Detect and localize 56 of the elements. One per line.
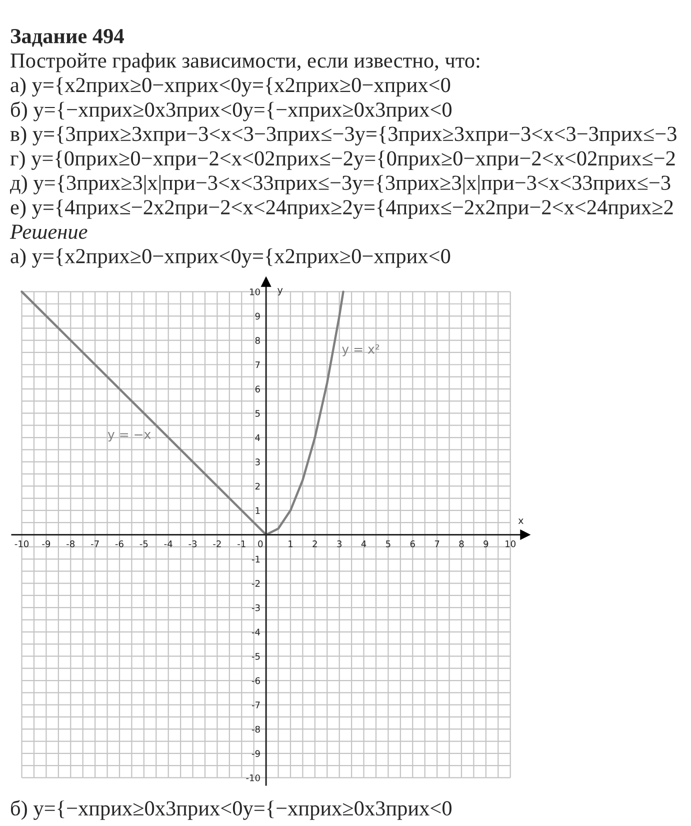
- x-tick-label: -5: [140, 540, 148, 548]
- y-tick-label: 3: [255, 458, 260, 466]
- y-axis-title: y: [278, 288, 283, 296]
- y-tick-label: -3: [252, 604, 260, 612]
- chart-title: Задание 494: [10, 29, 124, 47]
- x-tick-label: -1: [238, 540, 246, 548]
- y-tick-label: -4: [252, 628, 260, 636]
- text: Решение: [10, 224, 88, 239]
- x-tick-label: -10: [14, 540, 29, 548]
- y-tick-label: -8: [252, 726, 260, 733]
- y-tick-label: 9: [255, 312, 260, 320]
- y-tick-label: 10: [250, 288, 260, 296]
- text: д) у={3прих≥3|x|при−3<x<33прих≤−3у={3прих≥3|x|при−3<x<33прих≤−3: [10, 175, 670, 194]
- y-tick-label: -7: [252, 702, 260, 708]
- x-tick-label: 6: [410, 540, 415, 548]
- text: б) у={−xприх≥0x3прих<0у={−xприх≥0x3прих<0: [10, 101, 452, 122]
- x-tick-label: -9: [42, 540, 50, 548]
- y-tick-label: 1: [256, 507, 260, 514]
- y-tick-label: -1: [252, 556, 260, 562]
- y-tick-label: -5: [252, 653, 260, 660]
- x-tick-label: 10: [506, 540, 516, 548]
- text: г) у={0прих≥0−xпри−2<x<02прих≤−2у={0прих≥0−xпри−2<x<02прих≤−2: [10, 150, 675, 170]
- x-tick-label: -4: [164, 540, 172, 548]
- x-tick-label: 5: [386, 540, 390, 548]
- text: в) у={3прих≥3xпри−3<x<3−3прих≤−3у={3прих≥3xпри−3<x<3−3прих≤−3: [10, 126, 676, 146]
- y-tick-label: -2: [252, 580, 260, 587]
- x-tick-label: 1: [288, 540, 293, 548]
- y-tick-label: 6: [255, 386, 260, 392]
- text: а) у={x2прих≥0−xприх<0у={x2прих≥0−xприх<0: [10, 77, 450, 97]
- x-tick-label: -7: [91, 540, 99, 548]
- x-tick-label: -6: [115, 540, 124, 548]
- series-label: y = x²: [342, 344, 380, 356]
- y-tick-label: 5: [255, 410, 260, 417]
- y-tick-label: -10: [246, 774, 260, 782]
- x-tick-label: 7: [434, 540, 440, 548]
- y-tick-label: 4: [255, 434, 260, 441]
- x-tick-label: -3: [188, 540, 197, 548]
- x-tick-label: 0: [258, 540, 263, 548]
- y-tick-label: -6: [252, 677, 260, 684]
- chart-subtitle: Постройте график зависимости, если известно, что:: [10, 52, 480, 72]
- x-tick-label: 2: [312, 540, 317, 548]
- y-tick-label: 8: [255, 337, 260, 344]
- y-tick-label: -9: [252, 750, 260, 757]
- series-label: y = −x: [108, 432, 151, 442]
- x-tick-label: -8: [66, 540, 75, 548]
- x-tick-label: 9: [484, 540, 488, 548]
- y-tick-label: 7: [256, 361, 260, 368]
- x-tick-label: 3: [337, 540, 342, 548]
- y-tick-label: 2: [255, 482, 260, 490]
- text: е) у={4прих≤−2x2при−2<x<24прих≥2у={4прих≤−2x2при−2<x<24прих≥2: [10, 199, 673, 219]
- x-tick-label: 8: [459, 540, 464, 548]
- text: б) у={−xприх≥0x3прих<0у={−xприх≥0x3прих<0: [10, 800, 452, 820]
- x-axis-title: x: [518, 518, 524, 524]
- x-tick-label: 4: [361, 540, 366, 548]
- text: а) у={x2прих≥0−xприх<0у={x2прих≥0−xприх<0: [10, 248, 450, 268]
- x-tick-label: -2: [213, 540, 221, 548]
